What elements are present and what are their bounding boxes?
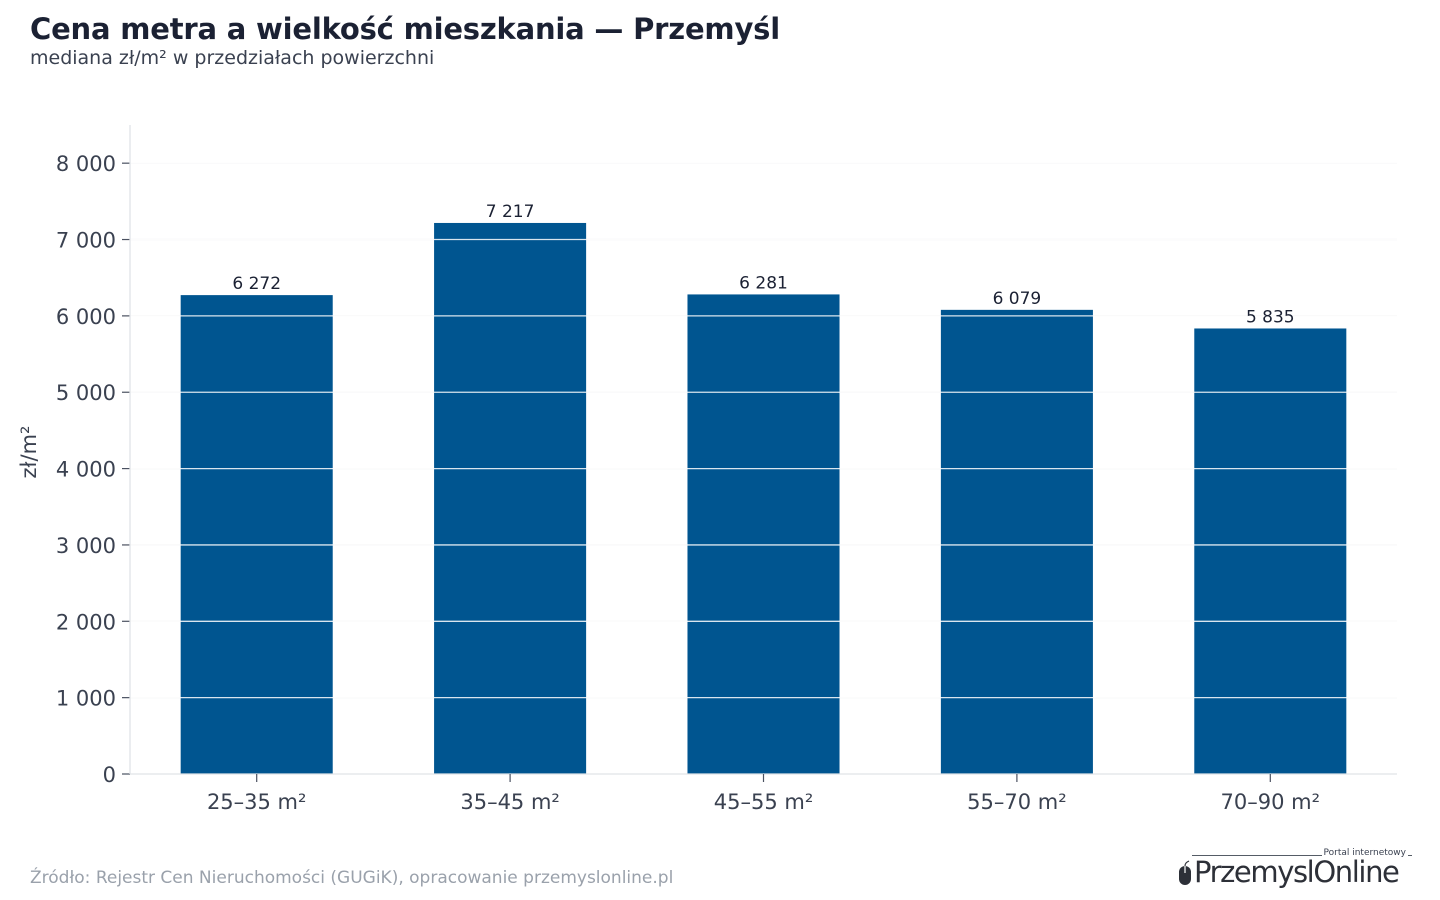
logo-divider xyxy=(1192,855,1412,856)
logo-name-part1: Przemysl xyxy=(1194,855,1315,889)
bar xyxy=(180,295,333,774)
logo[interactable]: Portal internetowy PrzemyslOnline xyxy=(1176,836,1412,892)
mouse-icon xyxy=(1179,860,1191,885)
data-label: 6 079 xyxy=(993,289,1042,309)
logo-tagline: Portal internetowy xyxy=(1321,848,1408,858)
y-tick-label: 0 xyxy=(103,763,116,787)
logo-name: PrzemyslOnline xyxy=(1194,855,1400,889)
data-label: 5 835 xyxy=(1246,307,1295,327)
y-tick-label: 7 000 xyxy=(56,229,116,253)
data-label: 6 281 xyxy=(739,273,788,293)
grid-lines-over-bars xyxy=(130,162,1397,699)
y-tick-label: 8 000 xyxy=(56,152,116,176)
y-tick-label: 5 000 xyxy=(56,381,116,405)
logo-name-part2: Online xyxy=(1313,855,1400,889)
y-tick-label: 3 000 xyxy=(56,534,116,558)
data-label: 7 217 xyxy=(486,202,535,222)
data-label: 6 272 xyxy=(232,274,281,294)
bar xyxy=(1194,328,1347,774)
x-tick-label: 45–55 m² xyxy=(714,790,814,814)
x-tick-label: 35–45 m² xyxy=(460,790,560,814)
bar xyxy=(940,309,1093,774)
y-axis-label: zł/m² xyxy=(17,426,41,479)
y-tick-label: 6 000 xyxy=(56,305,116,329)
y-tick-label: 1 000 xyxy=(56,687,116,711)
bar-chart: 0 1 000 2 000 3 000 4 000 5 000 6 000 7 000 8 00… xyxy=(17,125,1397,814)
bar xyxy=(434,222,587,775)
source-note: Źródło: Rejestr Cen Nieruchomości (GUGiK… xyxy=(30,868,674,888)
bars xyxy=(180,222,1347,775)
x-tick-label: 55–70 m² xyxy=(967,790,1067,814)
y-tick-label: 4 000 xyxy=(56,458,116,482)
bar xyxy=(687,294,840,774)
chart-subtitle: mediana zł/m² w przedziałach powierzchni xyxy=(30,47,435,69)
value-labels: 6 272 7 217 6 281 6 079 5 835 xyxy=(232,202,1294,328)
y-tick-label: 2 000 xyxy=(56,610,116,634)
chart-title: Cena metra a wielkość mieszkania — Przem… xyxy=(30,12,780,46)
x-tick-label: 70–90 m² xyxy=(1221,790,1321,814)
axes: 0 1 000 2 000 3 000 4 000 5 000 6 000 7 000 8 00… xyxy=(56,125,1397,814)
x-tick-label: 25–35 m² xyxy=(207,790,307,814)
